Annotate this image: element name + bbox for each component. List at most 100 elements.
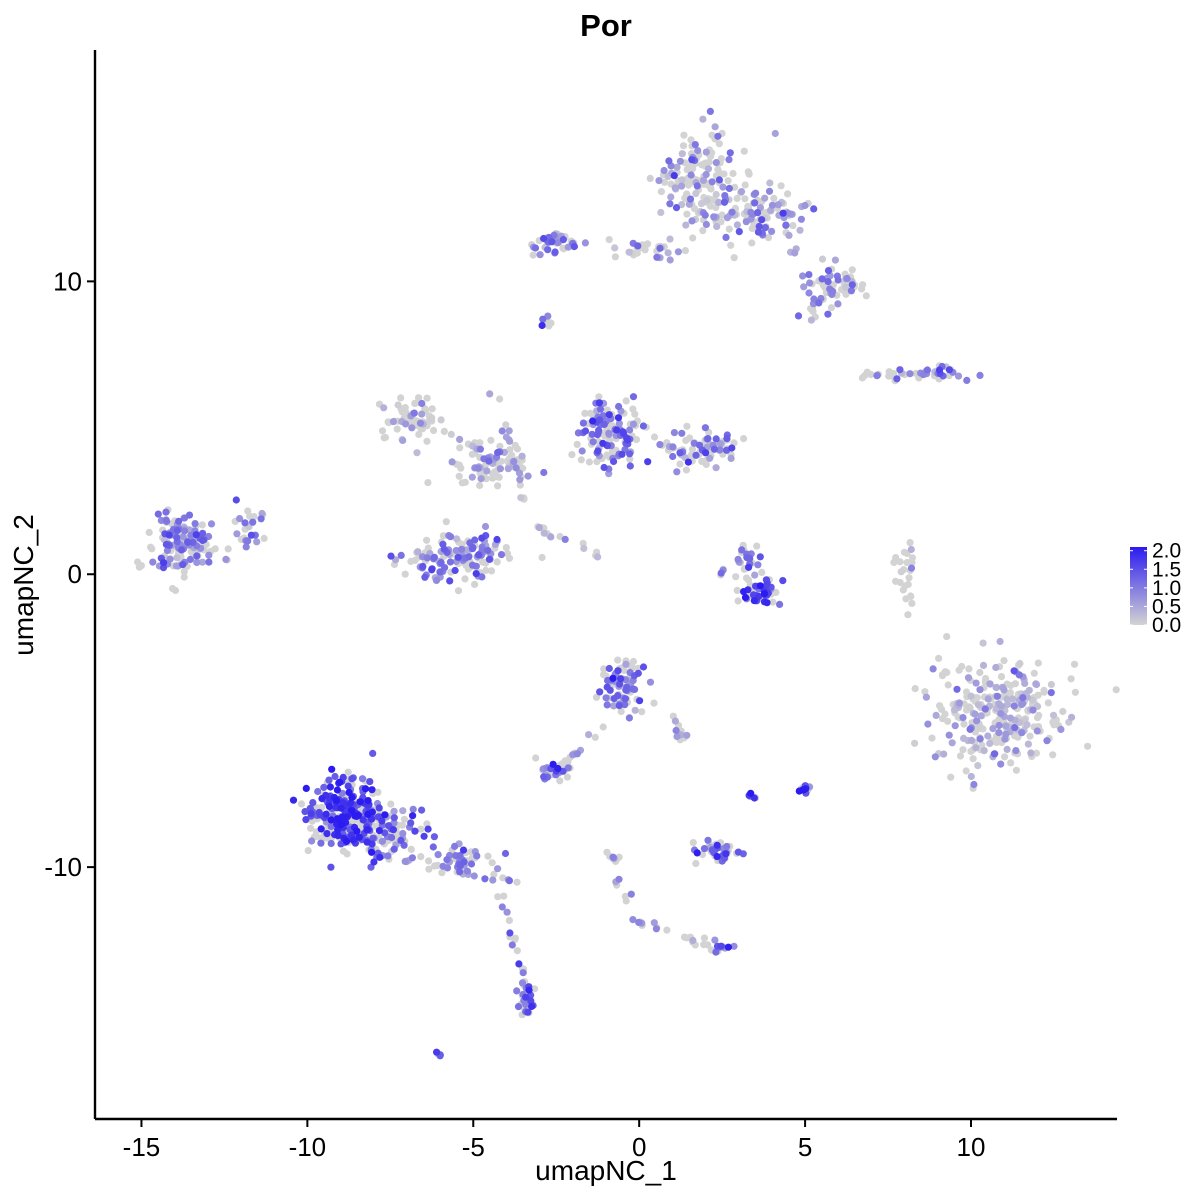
data-point xyxy=(670,429,679,437)
data-point xyxy=(625,248,633,256)
data-point xyxy=(1030,669,1038,677)
data-point xyxy=(947,773,955,781)
data-point xyxy=(302,784,310,793)
data-point xyxy=(334,815,342,823)
data-point xyxy=(834,300,842,308)
data-point xyxy=(440,427,448,435)
data-point xyxy=(415,430,423,438)
data-point xyxy=(610,457,618,466)
data-point xyxy=(935,366,944,374)
data-point xyxy=(751,199,759,207)
data-point xyxy=(974,701,983,709)
data-point xyxy=(1018,729,1026,737)
data-point xyxy=(593,458,601,466)
data-point xyxy=(337,821,345,829)
data-point xyxy=(468,545,477,553)
data-point xyxy=(725,156,733,164)
data-point xyxy=(581,427,590,435)
data-point xyxy=(732,573,740,581)
data-point xyxy=(945,366,954,374)
data-point xyxy=(1070,660,1079,668)
data-point xyxy=(187,531,195,539)
data-point xyxy=(636,697,644,705)
y-axis-title: umapNC_2 xyxy=(8,514,39,656)
data-point xyxy=(1012,747,1020,755)
data-point xyxy=(800,786,808,794)
x-tick-label: -10 xyxy=(289,1132,327,1162)
data-point xyxy=(979,661,988,670)
data-point xyxy=(355,833,363,841)
data-point xyxy=(433,1048,441,1056)
data-point xyxy=(970,780,978,789)
data-point xyxy=(727,454,735,462)
data-point xyxy=(595,393,603,401)
data-point xyxy=(650,919,658,927)
data-point xyxy=(972,744,980,752)
data-point xyxy=(903,558,911,567)
data-point xyxy=(721,192,729,200)
data-point xyxy=(669,443,677,451)
data-point xyxy=(198,536,207,545)
data-point xyxy=(700,941,708,949)
data-point xyxy=(593,431,602,439)
data-point xyxy=(679,142,688,150)
data-point xyxy=(906,539,914,547)
color-legend: 2.01.51.00.50.0 xyxy=(1130,540,1181,637)
data-point xyxy=(189,538,197,547)
data-point xyxy=(848,281,856,289)
data-point xyxy=(799,272,807,280)
data-point xyxy=(724,177,732,185)
data-point xyxy=(459,846,468,854)
data-point xyxy=(922,693,931,701)
data-point xyxy=(672,204,681,212)
data-point xyxy=(614,656,622,664)
data-point xyxy=(1049,711,1058,719)
data-point xyxy=(236,515,244,523)
data-point xyxy=(626,462,634,470)
data-point xyxy=(400,815,408,823)
data-point xyxy=(699,176,708,184)
data-point xyxy=(471,536,479,544)
data-point xyxy=(325,802,333,811)
data-point xyxy=(1025,686,1033,694)
data-point xyxy=(616,680,624,688)
data-point xyxy=(900,548,909,556)
data-point xyxy=(689,234,697,242)
data-point xyxy=(629,405,637,413)
data-point xyxy=(1021,679,1029,688)
data-point xyxy=(418,806,426,814)
data-point xyxy=(720,198,729,206)
data-point xyxy=(945,731,953,739)
data-point xyxy=(727,241,735,249)
data-point xyxy=(179,561,187,569)
data-point xyxy=(897,568,905,576)
data-point xyxy=(943,633,951,641)
data-point xyxy=(451,842,459,851)
data-point xyxy=(531,985,539,993)
legend-tick-label: 0.0 xyxy=(1152,614,1181,637)
data-point xyxy=(751,571,759,579)
data-point xyxy=(496,465,504,473)
data-point xyxy=(524,1008,532,1016)
data-point xyxy=(199,529,207,537)
data-point xyxy=(969,755,977,763)
data-point xyxy=(494,865,502,873)
data-point xyxy=(710,445,719,453)
data-point xyxy=(374,788,382,796)
data-point xyxy=(959,746,967,754)
data-point xyxy=(756,582,764,590)
data-point xyxy=(758,216,766,224)
data-point xyxy=(744,168,752,176)
data-point xyxy=(564,764,572,772)
data-point xyxy=(430,833,438,841)
data-point xyxy=(702,148,710,156)
data-point xyxy=(715,198,723,206)
data-point xyxy=(678,429,686,437)
data-point xyxy=(401,570,409,578)
data-point xyxy=(510,457,518,466)
data-point xyxy=(747,789,755,797)
data-point xyxy=(149,558,157,566)
data-point xyxy=(547,533,555,541)
data-point xyxy=(477,475,485,483)
